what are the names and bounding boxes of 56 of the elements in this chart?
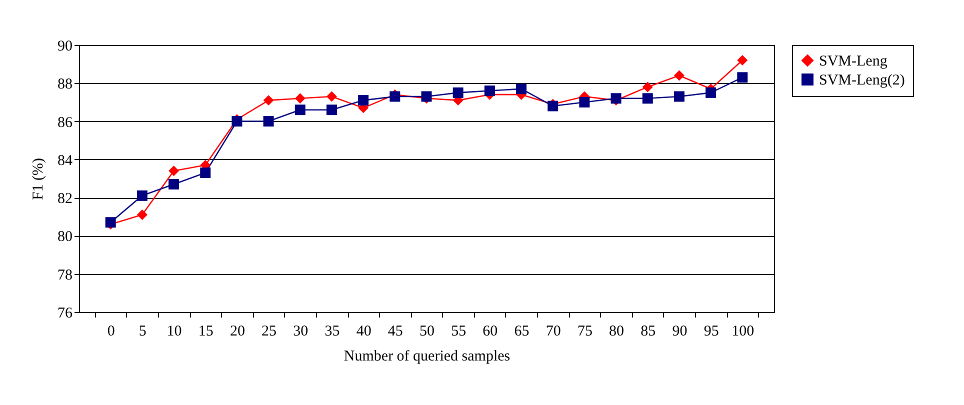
x-tick-label: 0 [107,324,115,340]
x-tick-label: 30 [293,324,308,340]
point [358,95,369,106]
x-tick-label: 40 [356,324,372,340]
x-tick-label: 20 [230,324,245,340]
point [294,104,306,116]
point [737,72,748,83]
y-tick-label: 90 [58,38,72,54]
point [263,95,274,106]
point [326,91,337,102]
x-tick-label: 100 [732,324,754,340]
point [737,55,748,66]
x-tick-label: 65 [514,324,530,340]
point [674,91,684,102]
point [326,104,337,116]
legend-label: SVM-Leng(2) [819,72,905,88]
y-tick-label: 84 [58,152,73,169]
point [200,168,211,178]
x-axis-title: Number of queried samples [344,348,510,364]
point [642,93,653,104]
point [674,70,684,81]
x-tick-label: 35 [324,324,340,340]
x-tick-label: 10 [166,324,182,340]
point [168,178,180,190]
x-tick-label: 45 [388,324,403,340]
point [136,190,148,201]
y-tick-label: 82 [58,191,72,208]
x-tick-label: 55 [451,324,466,340]
point [294,93,306,104]
legend-label: SVM-Leng [819,54,888,70]
point [263,116,274,127]
y-tick-label: 86 [58,114,73,131]
x-tick-label: 25 [262,324,277,340]
x-tick-label: 90 [672,324,688,340]
y-tick-label: 76 [58,306,73,322]
x-tick-label: 95 [704,324,719,340]
point [168,166,180,176]
point [484,86,495,96]
y-tick-label: 80 [58,229,72,246]
x-tick-label: 70 [546,324,561,340]
x-tick-label: 50 [420,324,434,340]
y-tick-label: 78 [58,267,72,284]
x-tick-label: 15 [198,324,214,340]
x-tick-label: 75 [577,324,592,340]
x-tick-label: 5 [138,324,146,340]
point [706,87,716,98]
point [452,87,464,98]
point [579,96,590,108]
x-tick-label: 85 [640,324,656,340]
point [516,84,527,94]
point [642,82,653,92]
x-tick-label: 60 [482,324,498,340]
y-axis-title: F1 (%) [30,158,46,200]
x-tick-label: 80 [609,324,624,340]
y-tick-label: 88 [58,76,72,93]
point [136,209,148,220]
